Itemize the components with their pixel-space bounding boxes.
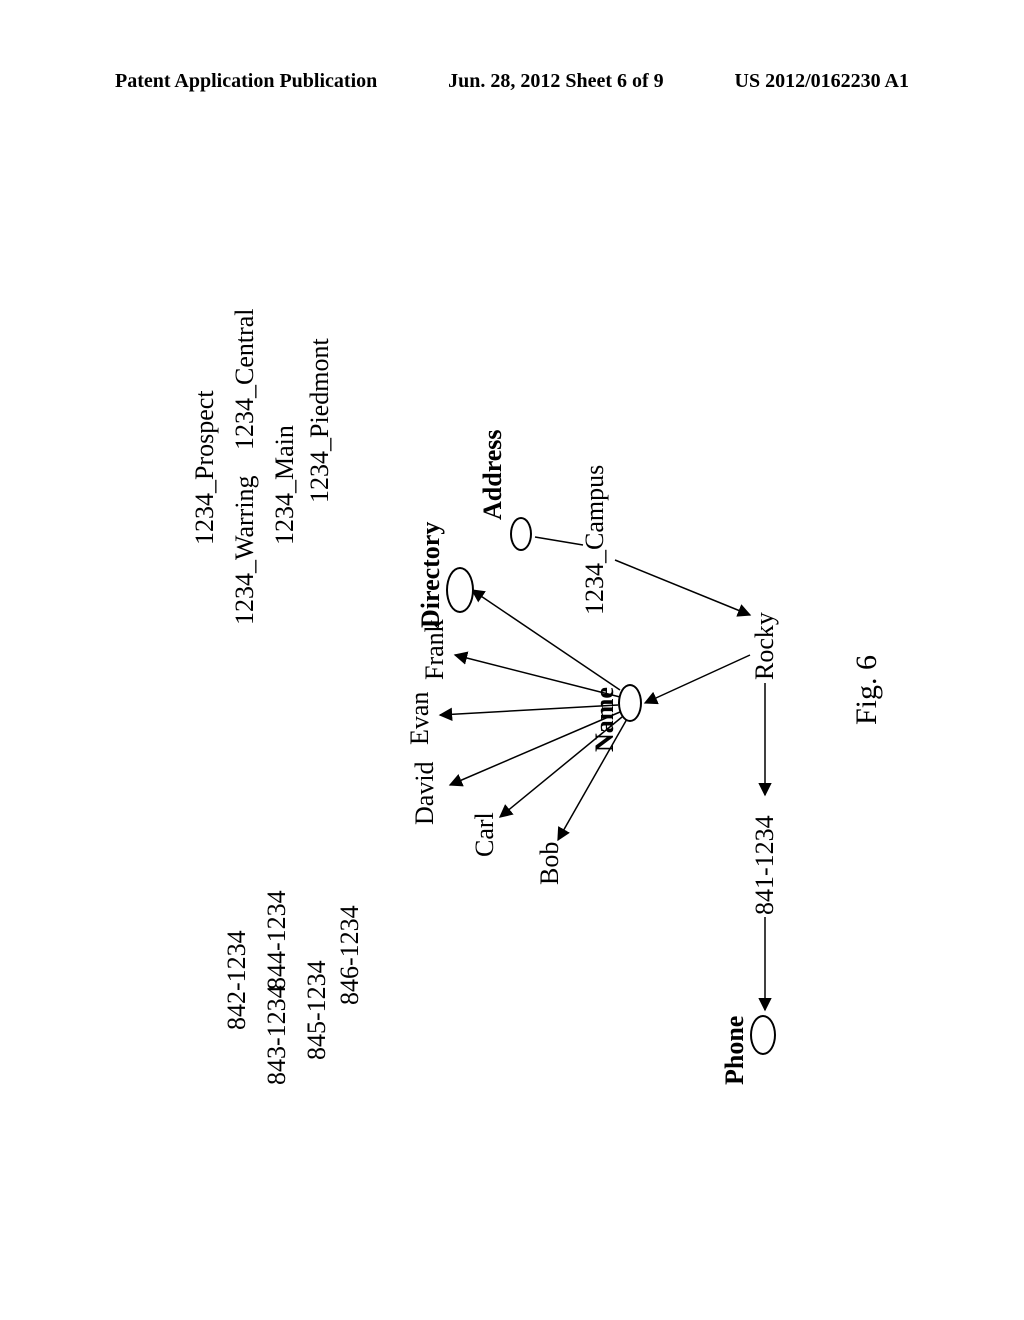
header-center: Jun. 28, 2012 Sheet 6 of 9 bbox=[448, 70, 664, 93]
node-address-ellipse bbox=[510, 517, 532, 551]
leaf-addr-campus: 1234_Campus bbox=[580, 465, 610, 615]
leaf-rocky: Rocky bbox=[750, 612, 780, 680]
leaf-addr-central: 1234_Central bbox=[230, 308, 260, 450]
node-phone-label: Phone bbox=[720, 1016, 750, 1085]
leaf-carl: Carl bbox=[470, 812, 500, 857]
leaf-phone-843: 843-1234 bbox=[262, 985, 292, 1085]
figure-caption: Fig. 6 bbox=[850, 655, 884, 725]
leaf-addr-piedmont: 1234_Piedmont bbox=[305, 338, 335, 503]
node-phone-ellipse bbox=[750, 1015, 776, 1055]
leaf-frank: Frank bbox=[420, 619, 450, 680]
leaf-phone-846: 846-1234 bbox=[335, 905, 365, 1005]
leaf-addr-warring: 1234_Warring bbox=[230, 475, 260, 625]
leaf-phone-844: 844-1234 bbox=[262, 890, 292, 990]
node-directory-label: Directory bbox=[416, 522, 446, 628]
node-address-label: Address bbox=[478, 429, 508, 520]
page-header: Patent Application Publication Jun. 28, … bbox=[0, 70, 1024, 93]
node-name-label: Name bbox=[590, 687, 620, 752]
leaf-bob: Bob bbox=[535, 842, 565, 885]
header-right: US 2012/0162230 A1 bbox=[735, 70, 909, 93]
leaf-phone-841: 841-1234 bbox=[750, 815, 780, 915]
leaf-phone-845: 845-1234 bbox=[302, 960, 332, 1060]
leaf-addr-main: 1234_Main bbox=[270, 425, 300, 545]
leaf-phone-842: 842-1234 bbox=[222, 930, 252, 1030]
leaf-evan: Evan bbox=[405, 692, 435, 745]
node-directory-ellipse bbox=[446, 567, 474, 613]
node-name-ellipse bbox=[618, 684, 642, 722]
header-left: Patent Application Publication bbox=[115, 70, 377, 93]
leaf-addr-prospect: 1234_Prospect bbox=[190, 390, 220, 545]
leaf-david: David bbox=[410, 761, 440, 825]
figure-diagram: Directory Name Address Phone Bob Carl Da… bbox=[0, 255, 1024, 1115]
